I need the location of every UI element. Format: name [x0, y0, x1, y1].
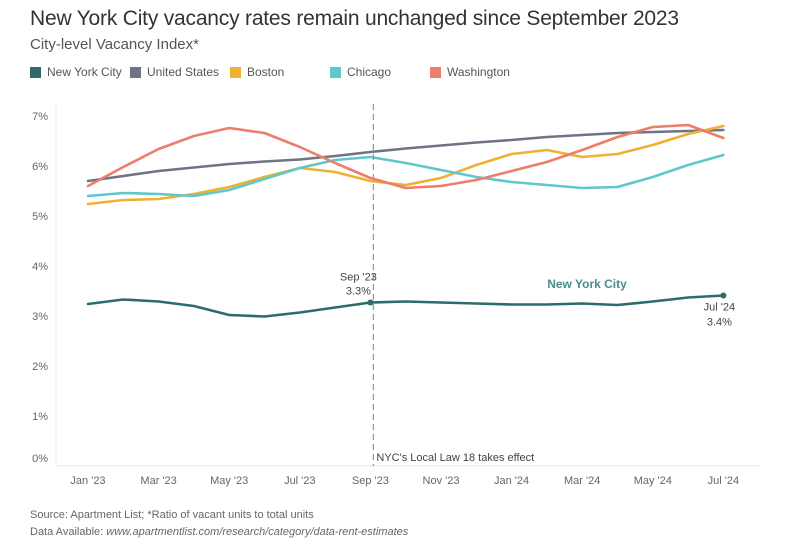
- legend-swatch: [130, 66, 141, 78]
- y-tick-label: 1%: [32, 411, 48, 423]
- x-tick-label: Sep '23: [352, 475, 389, 487]
- y-tick-label: 7%: [32, 111, 48, 123]
- x-tick-label: Mar '23: [140, 475, 176, 487]
- chart-subtitle: City-level Vacancy Index*: [30, 36, 199, 53]
- point-label-value: 3.3%: [346, 286, 371, 298]
- data-available-prefix: Data Available:: [30, 526, 107, 538]
- series-line-new-york-city: [86, 294, 725, 318]
- point-label-date: Sep '23: [340, 272, 377, 284]
- footer: Source: Apartment List; *Ratio of vacant…: [30, 507, 408, 541]
- y-tick-label: 2%: [32, 361, 48, 373]
- legend-label: Boston: [247, 65, 285, 79]
- data-point-sep-23: [367, 299, 374, 306]
- x-tick-label: May '23: [210, 475, 248, 487]
- x-tick-label: Jan '24: [494, 475, 529, 487]
- legend: New York City United States Boston Chica…: [30, 64, 590, 82]
- series-lines: [86, 123, 725, 318]
- legend-label: Washington: [447, 65, 510, 79]
- event-marker-label: NYC's Local Law 18 takes effect: [376, 452, 534, 464]
- x-tick-label: Mar '24: [564, 475, 600, 487]
- legend-swatch: [30, 66, 41, 78]
- legend-label: United States: [147, 65, 220, 79]
- y-tick-label: 3%: [32, 311, 48, 323]
- series-label-new-york-city: New York City: [547, 277, 627, 291]
- series-line-boston: [86, 124, 725, 206]
- data-availability: Data Available: www.apartmentlist.com/re…: [30, 524, 408, 541]
- chart-title: New York City vacancy rates remain uncha…: [30, 7, 679, 30]
- data-point-jul-24: [720, 292, 727, 299]
- legend-label: Chicago: [347, 65, 392, 79]
- legend-swatch: [330, 66, 341, 78]
- source-note: Source: Apartment List; *Ratio of vacant…: [30, 509, 314, 521]
- legend-swatch: [230, 66, 241, 78]
- axes: 0% 1% 2% 3% 4% 5% 6% 7% Jan '23 Mar '23 May '23 Jul…: [32, 104, 760, 487]
- legend-item-chicago[interactable]: Chicago: [330, 64, 391, 80]
- x-tick-label: May '24: [634, 475, 672, 487]
- y-tick-label: 4%: [32, 261, 48, 273]
- legend-label: New York City: [47, 65, 122, 79]
- y-tick-label: 5%: [32, 211, 48, 223]
- point-label-value: 3.4%: [707, 317, 732, 329]
- series-line-chicago: [86, 153, 725, 198]
- data-link[interactable]: www.apartmentlist.com/research/category/…: [106, 526, 409, 538]
- x-tick-label: Jul '23: [284, 475, 315, 487]
- legend-item-washington[interactable]: Washington: [430, 64, 510, 80]
- series-line-united-states: [86, 128, 725, 183]
- x-tick-label: Jan '23: [70, 475, 105, 487]
- x-tick-label: Jul '24: [708, 475, 739, 487]
- x-tick-label: Nov '23: [423, 475, 460, 487]
- legend-item-boston[interactable]: Boston: [230, 64, 284, 80]
- line-chart: 0% 1% 2% 3% 4% 5% 6% 7% Jan '23 Mar '23 May '23 Jul…: [32, 104, 760, 487]
- legend-swatch: [430, 66, 441, 78]
- series-line-washington: [86, 123, 725, 190]
- legend-item-united-states[interactable]: United States: [130, 64, 219, 80]
- y-tick-label: 0%: [32, 453, 48, 465]
- point-label-date: Jul '24: [704, 302, 735, 314]
- legend-item-new-york-city[interactable]: New York City: [30, 64, 122, 80]
- y-tick-label: 6%: [32, 161, 48, 173]
- annotations: NYC's Local Law 18 takes effect Sep '23 3.…: [340, 104, 735, 466]
